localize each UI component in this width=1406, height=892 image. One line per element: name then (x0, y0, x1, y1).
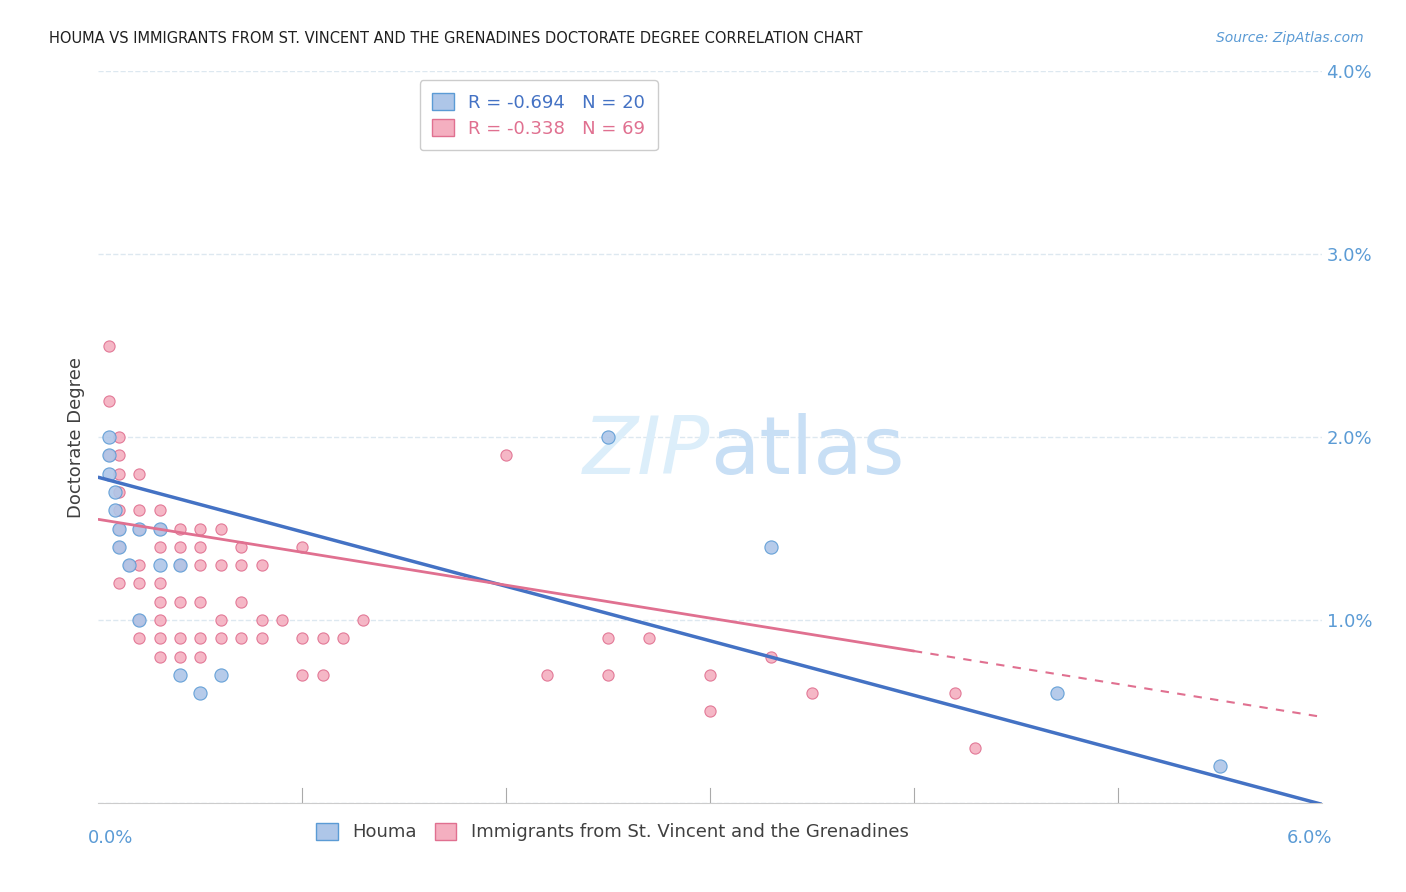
Point (128, 503, 150, 517)
Point (97, 430, 120, 444)
Point (149, 540, 172, 554)
Point (108, 540, 131, 554)
Point (311, 632, 335, 646)
Point (97, 449, 120, 463)
Point (801, 686, 824, 700)
Legend: Houma, Immigrants from St. Vincent and the Grenadines: Houma, Immigrants from St. Vincent and t… (309, 815, 915, 848)
Point (169, 632, 191, 646)
Point (637, 632, 661, 646)
Point (149, 521, 172, 535)
Point (169, 558, 191, 573)
Point (97, 449, 120, 463)
Text: Source: ZipAtlas.com: Source: ZipAtlas.com (1216, 31, 1364, 45)
Point (188, 558, 212, 573)
Point (699, 705, 721, 719)
Point (128, 613, 150, 627)
Point (128, 632, 150, 646)
Point (149, 558, 172, 573)
Point (128, 576, 150, 591)
Point (104, 485, 127, 500)
Point (352, 613, 374, 627)
Text: atlas: atlas (710, 413, 904, 491)
Point (169, 649, 191, 664)
Point (209, 521, 232, 535)
Point (169, 595, 191, 609)
Y-axis label: Doctorate Degree: Doctorate Degree (66, 357, 84, 517)
Point (188, 632, 212, 646)
Point (118, 558, 141, 573)
Point (598, 430, 620, 444)
Point (536, 667, 558, 681)
Point (250, 632, 273, 646)
Point (104, 503, 127, 517)
Point (188, 686, 212, 700)
Point (128, 467, 150, 481)
Point (169, 540, 191, 554)
Point (149, 576, 172, 591)
Point (149, 503, 172, 517)
Point (188, 521, 212, 535)
Point (108, 576, 131, 591)
Point (598, 632, 620, 646)
Text: ZIP: ZIP (582, 413, 710, 491)
Point (108, 449, 131, 463)
Point (209, 632, 232, 646)
Point (108, 430, 131, 444)
Point (108, 467, 131, 481)
Point (108, 485, 131, 500)
Point (311, 667, 335, 681)
Point (209, 558, 232, 573)
Point (699, 667, 721, 681)
Point (149, 613, 172, 627)
Text: 6.0%: 6.0% (1286, 829, 1331, 847)
Point (231, 540, 253, 554)
Point (761, 540, 783, 554)
Point (108, 521, 131, 535)
Point (1045, 686, 1069, 700)
Point (97, 338, 120, 352)
Point (332, 632, 354, 646)
Point (128, 613, 150, 627)
Point (250, 613, 273, 627)
Point (97, 467, 120, 481)
Point (495, 449, 517, 463)
Point (188, 540, 212, 554)
Point (128, 558, 150, 573)
Point (149, 649, 172, 664)
Point (149, 521, 172, 535)
Point (1208, 759, 1232, 773)
Point (231, 595, 253, 609)
Point (108, 521, 131, 535)
Point (231, 632, 253, 646)
Point (209, 667, 232, 681)
Point (250, 558, 273, 573)
Point (108, 540, 131, 554)
Text: HOUMA VS IMMIGRANTS FROM ST. VINCENT AND THE GRENADINES DOCTORATE DEGREE CORRELA: HOUMA VS IMMIGRANTS FROM ST. VINCENT AND… (49, 31, 863, 46)
Point (149, 632, 172, 646)
Point (149, 595, 172, 609)
Point (598, 667, 620, 681)
Point (209, 613, 232, 627)
Point (291, 632, 314, 646)
Point (169, 521, 191, 535)
Point (128, 521, 150, 535)
Point (118, 558, 141, 573)
Point (761, 649, 783, 664)
Point (231, 558, 253, 573)
Point (169, 667, 191, 681)
Point (188, 595, 212, 609)
Point (97, 393, 120, 408)
Point (108, 503, 131, 517)
Point (943, 686, 966, 700)
Point (291, 540, 314, 554)
Point (188, 649, 212, 664)
Point (270, 613, 292, 627)
Point (963, 740, 986, 755)
Point (291, 667, 314, 681)
Text: 0.0%: 0.0% (89, 829, 134, 847)
Point (169, 558, 191, 573)
Point (128, 521, 150, 535)
